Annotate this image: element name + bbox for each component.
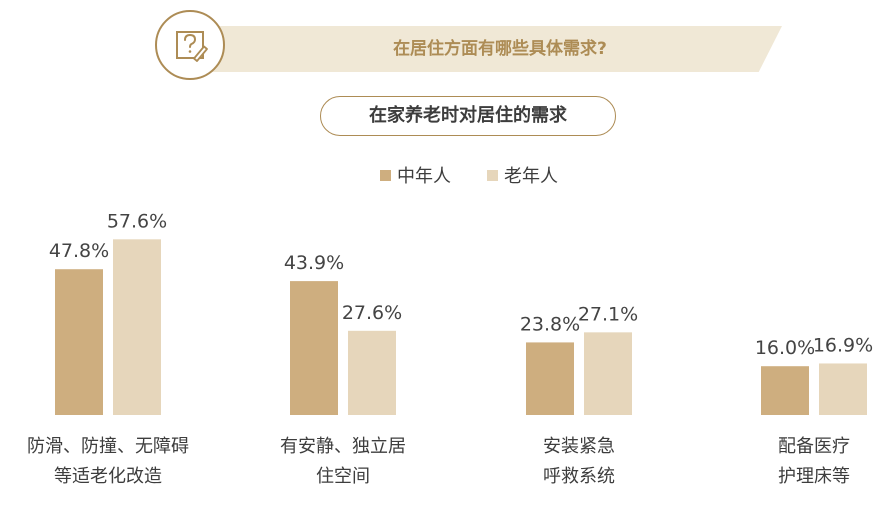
question-edit-icon bbox=[155, 10, 225, 80]
data-label-2-0: 23.8% bbox=[520, 313, 580, 335]
category-label-1-1: 住空间 bbox=[316, 466, 370, 487]
data-label-1-0: 43.9% bbox=[284, 252, 344, 274]
category-label-3-1: 护理床等 bbox=[778, 466, 850, 487]
data-label-3-0: 16.0% bbox=[755, 337, 815, 359]
bar-3-0 bbox=[761, 366, 809, 415]
category-label-1-0: 有安静、独立居 bbox=[280, 436, 406, 457]
legend-swatch-middle-aged bbox=[380, 169, 391, 181]
data-label-3-1: 16.9% bbox=[813, 334, 873, 356]
category-label-0-1: 等适老化改造 bbox=[54, 466, 162, 487]
data-label-0-0: 47.8% bbox=[49, 240, 109, 262]
legend-item-middle-aged: 中年人 bbox=[380, 162, 451, 188]
legend-item-elderly: 老年人 bbox=[487, 162, 558, 188]
legend-swatch-elderly bbox=[487, 169, 498, 181]
bar-2-0 bbox=[526, 342, 574, 415]
bar-0-1 bbox=[113, 239, 161, 415]
data-label-1-1: 27.6% bbox=[342, 302, 402, 324]
legend-label-elderly: 老年人 bbox=[504, 166, 558, 187]
bar-2-1 bbox=[584, 332, 632, 415]
bar-0-0 bbox=[55, 269, 103, 415]
category-label-0-0: 防滑、防撞、无障碍 bbox=[27, 436, 189, 457]
data-label-0-1: 57.6% bbox=[107, 210, 167, 232]
category-label-2-0: 安装紧急 bbox=[543, 436, 615, 457]
category-label-2-1: 呼救系统 bbox=[543, 466, 615, 487]
chart-legend: 中年人 老年人 bbox=[380, 162, 594, 188]
bar-1-0 bbox=[290, 281, 338, 415]
banner-band bbox=[200, 26, 782, 72]
category-label-3-0: 配备医疗 bbox=[778, 436, 850, 457]
banner-title: 在居住方面有哪些具体需求? bbox=[393, 39, 607, 59]
chart-subtitle: 在家养老时对居住的需求 bbox=[320, 96, 616, 136]
bar-1-1 bbox=[348, 330, 396, 415]
bar-3-1 bbox=[819, 363, 867, 415]
data-label-2-1: 27.1% bbox=[578, 303, 638, 325]
legend-label-middle-aged: 中年人 bbox=[397, 166, 451, 187]
